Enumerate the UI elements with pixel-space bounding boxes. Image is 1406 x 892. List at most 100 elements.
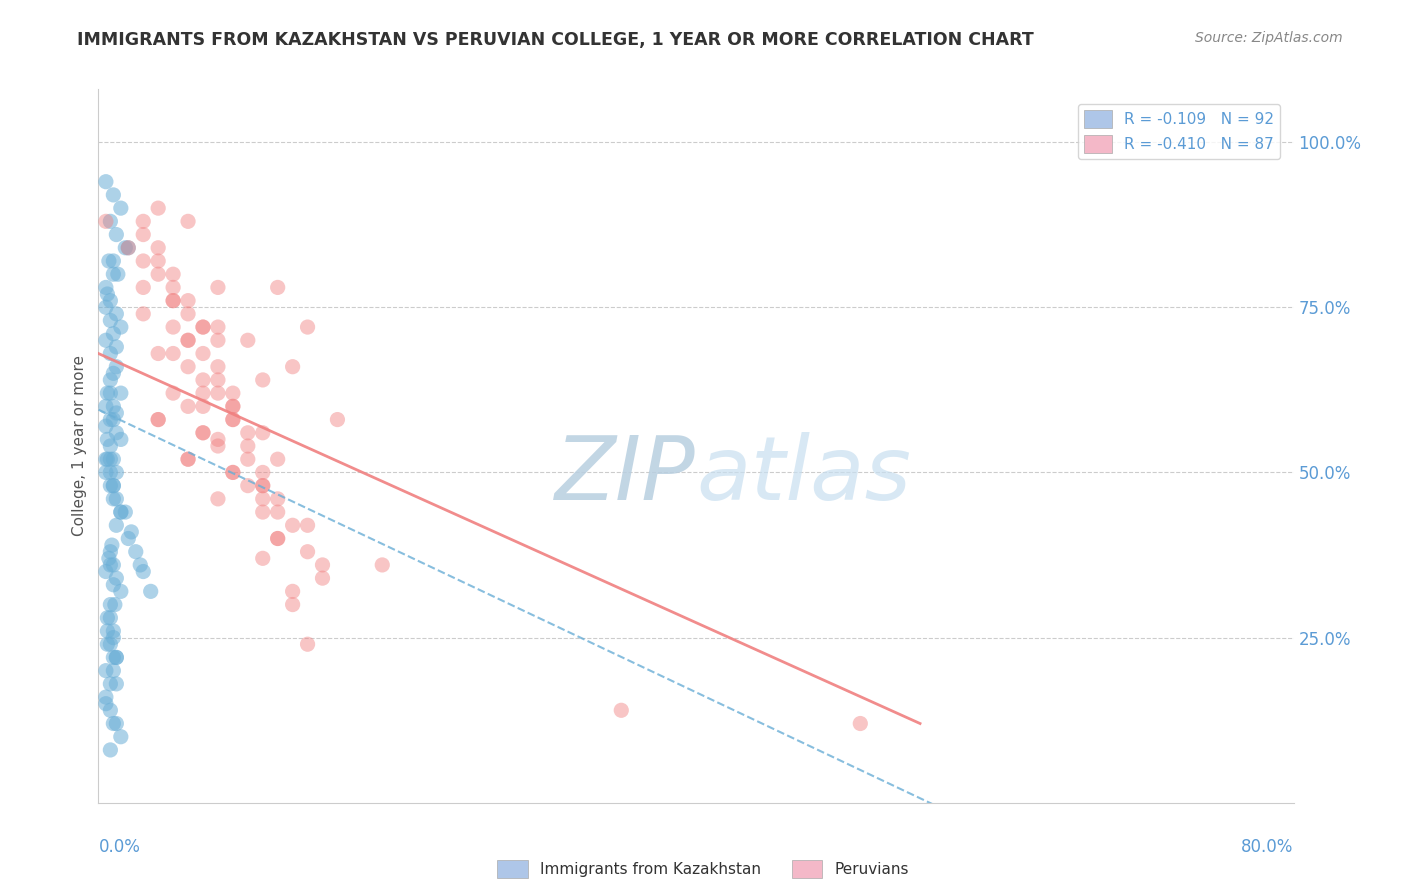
Point <box>98 452 122 467</box>
Point <box>96 637 118 651</box>
Point <box>177 452 200 467</box>
Point <box>101 538 124 552</box>
Point <box>103 267 125 281</box>
Point <box>110 386 132 401</box>
Point <box>177 452 200 467</box>
Point <box>105 406 128 420</box>
Point <box>125 545 148 559</box>
Text: Source: ZipAtlas.com: Source: ZipAtlas.com <box>1195 31 1343 45</box>
Point <box>177 400 200 414</box>
Point <box>103 491 125 506</box>
Point <box>177 333 200 347</box>
Point <box>207 439 229 453</box>
Point <box>98 558 122 572</box>
Point <box>96 624 118 638</box>
Point <box>110 433 132 447</box>
Point <box>110 505 132 519</box>
Point <box>94 175 117 189</box>
Point <box>177 359 200 374</box>
Point <box>281 359 304 374</box>
Point <box>103 188 125 202</box>
Point <box>103 650 125 665</box>
Point <box>105 716 128 731</box>
Point <box>98 373 122 387</box>
Point <box>110 730 132 744</box>
Point <box>103 631 125 645</box>
Point <box>207 359 229 374</box>
Point <box>148 412 170 426</box>
Point <box>110 201 132 215</box>
Point <box>267 532 290 546</box>
Point <box>252 466 274 480</box>
Point <box>222 400 245 414</box>
Point <box>311 558 333 572</box>
Point <box>132 227 155 242</box>
Point <box>103 326 125 341</box>
Point <box>103 452 125 467</box>
Text: atlas: atlas <box>696 432 911 517</box>
Point <box>103 254 125 268</box>
Point <box>103 400 125 414</box>
Point <box>207 320 229 334</box>
Text: IMMIGRANTS FROM KAZAKHSTAN VS PERUVIAN COLLEGE, 1 YEAR OR MORE CORRELATION CHART: IMMIGRANTS FROM KAZAKHSTAN VS PERUVIAN C… <box>77 31 1033 49</box>
Point <box>148 412 170 426</box>
Point <box>103 578 125 592</box>
Point <box>267 491 290 506</box>
Point <box>94 400 117 414</box>
Text: 80.0%: 80.0% <box>1241 838 1294 856</box>
Point <box>222 412 245 426</box>
Point <box>267 505 290 519</box>
Point <box>252 478 274 492</box>
Point <box>148 267 170 281</box>
Point <box>207 373 229 387</box>
Point <box>191 320 214 334</box>
Point <box>98 677 122 691</box>
Point <box>103 558 125 572</box>
Point <box>177 307 200 321</box>
Point <box>105 359 128 374</box>
Point <box>98 466 122 480</box>
Point <box>107 267 129 281</box>
Point <box>105 650 128 665</box>
Point <box>267 280 290 294</box>
Point <box>267 532 290 546</box>
Point <box>207 386 229 401</box>
Point <box>177 293 200 308</box>
Point <box>148 241 170 255</box>
Point <box>191 386 214 401</box>
Point <box>117 532 139 546</box>
Point <box>191 320 214 334</box>
Point <box>98 293 122 308</box>
Point <box>132 565 155 579</box>
Point <box>98 386 122 401</box>
Point <box>94 419 117 434</box>
Point <box>96 452 118 467</box>
Point <box>117 241 139 255</box>
Point <box>114 505 136 519</box>
Point <box>177 333 200 347</box>
Point <box>105 677 128 691</box>
Point <box>311 571 333 585</box>
Point <box>162 346 184 360</box>
Point <box>162 293 184 308</box>
Point <box>110 320 132 334</box>
Point <box>222 400 245 414</box>
Point <box>129 558 152 572</box>
Point <box>98 637 122 651</box>
Point <box>252 505 274 519</box>
Point <box>120 524 142 539</box>
Point <box>98 703 122 717</box>
Point <box>222 386 245 401</box>
Point <box>297 320 319 334</box>
Point <box>191 346 214 360</box>
Point <box>98 545 122 559</box>
Point <box>162 280 184 294</box>
Point <box>103 664 125 678</box>
Point <box>105 518 128 533</box>
Point <box>98 611 122 625</box>
Point <box>267 452 290 467</box>
Point <box>94 214 117 228</box>
Point <box>132 307 155 321</box>
Point <box>252 478 274 492</box>
Point <box>252 491 274 506</box>
